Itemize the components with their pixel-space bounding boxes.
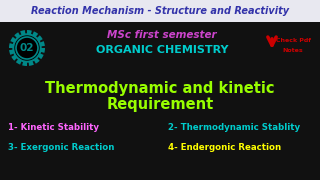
Text: 4- Endergonic Reaction: 4- Endergonic Reaction <box>168 143 281 152</box>
Wedge shape <box>9 43 16 48</box>
Wedge shape <box>16 57 23 65</box>
Wedge shape <box>32 56 40 64</box>
Text: Requirement: Requirement <box>106 98 214 112</box>
Text: MSc first semester: MSc first semester <box>107 30 217 40</box>
FancyBboxPatch shape <box>0 0 320 22</box>
Wedge shape <box>9 49 17 55</box>
Text: Reaction Mechanism - Structure and Reactivity: Reaction Mechanism - Structure and React… <box>31 6 289 16</box>
Text: Notes: Notes <box>283 48 303 53</box>
Text: ORGANIC CHEMISTRY: ORGANIC CHEMISTRY <box>96 45 228 55</box>
Wedge shape <box>37 41 45 47</box>
Wedge shape <box>27 30 32 37</box>
Text: 3- Exergonic Reaction: 3- Exergonic Reaction <box>8 143 114 152</box>
Wedge shape <box>11 53 19 61</box>
Wedge shape <box>20 30 26 38</box>
Wedge shape <box>36 52 44 59</box>
Text: Check Pdf: Check Pdf <box>276 39 310 44</box>
Circle shape <box>15 36 39 60</box>
Text: 2- Thermodynamic Stablity: 2- Thermodynamic Stablity <box>168 123 300 132</box>
Text: 1- Kinetic Stability: 1- Kinetic Stability <box>8 123 99 132</box>
Wedge shape <box>37 48 45 53</box>
Text: 02: 02 <box>20 43 34 53</box>
Text: Thermodynamic and kinetic: Thermodynamic and kinetic <box>45 80 275 96</box>
Wedge shape <box>28 58 34 66</box>
Wedge shape <box>10 37 18 44</box>
FancyBboxPatch shape <box>0 22 320 180</box>
Wedge shape <box>14 32 22 40</box>
Wedge shape <box>35 35 43 43</box>
Circle shape <box>13 34 41 62</box>
Wedge shape <box>31 31 38 39</box>
Wedge shape <box>22 58 27 66</box>
